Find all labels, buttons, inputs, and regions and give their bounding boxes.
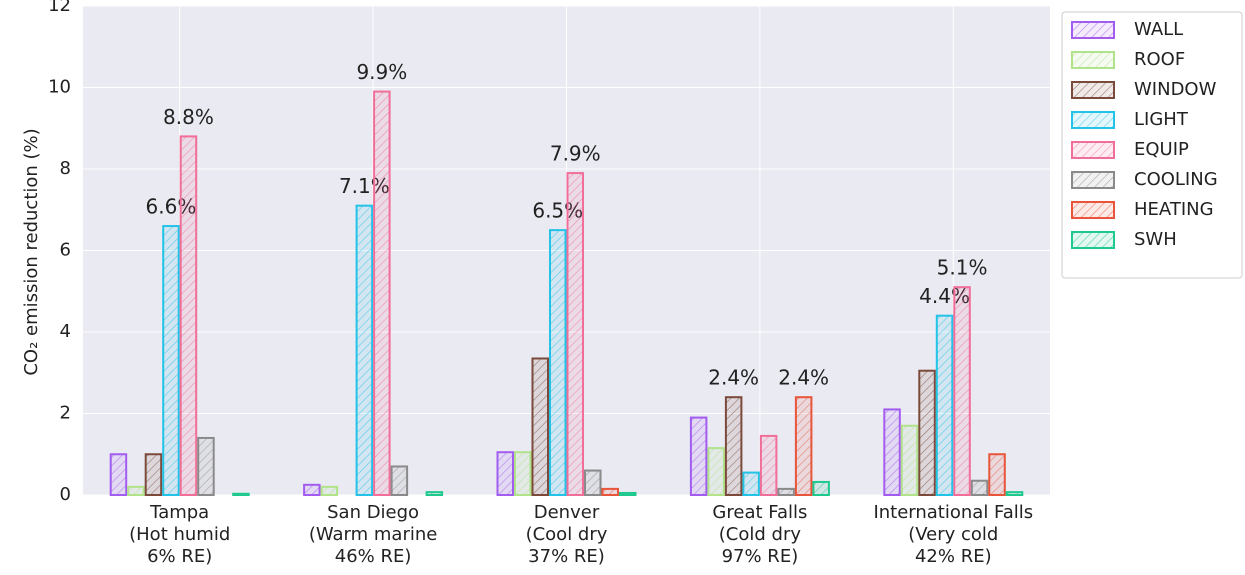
bar [935, 314, 954, 497]
bar [144, 453, 163, 496]
legend-swatch [1071, 141, 1115, 159]
legend-swatch [1071, 51, 1115, 69]
value-label: 2.4% [708, 366, 759, 390]
legend-swatch [1071, 21, 1115, 39]
legend-label: SWH [1134, 229, 1177, 250]
bar [320, 485, 339, 497]
bar [584, 469, 602, 496]
x-tick-label: 97% RE) [722, 546, 799, 567]
value-label: 7.9% [550, 142, 601, 166]
bar [1005, 491, 1024, 496]
bar [601, 487, 619, 497]
x-tick-label: Tampa [149, 502, 209, 523]
bar [566, 172, 584, 496]
x-tick-label: 37% RE) [528, 546, 605, 567]
x-tick-label: Great Falls [712, 502, 807, 523]
bar [707, 447, 725, 497]
bar [232, 492, 250, 496]
bar [373, 90, 391, 496]
y-tick-label: 2 [60, 403, 71, 424]
legend-swatch [1071, 171, 1115, 189]
bar [900, 424, 919, 497]
legend-label: ROOF [1134, 49, 1185, 70]
x-tick-label: 6% RE) [147, 546, 212, 567]
bar [109, 453, 128, 496]
bar [496, 451, 514, 496]
bar [742, 471, 760, 496]
legend-label: WALL [1134, 19, 1183, 40]
y-tick-label: 4 [60, 321, 71, 342]
legend-label: LIGHT [1134, 109, 1189, 130]
value-label: 5.1% [937, 256, 988, 280]
x-tick-label: (Cool dry [526, 524, 608, 545]
value-label: 8.8% [163, 105, 214, 129]
legend-swatch [1071, 201, 1115, 219]
value-label: 9.9% [356, 60, 407, 84]
bar [689, 416, 708, 497]
x-tick-label: 42% RE) [915, 546, 992, 567]
bar [355, 204, 374, 497]
bar [794, 396, 813, 497]
legend-swatch [1071, 81, 1115, 99]
x-tick-label: (Hot humid [129, 524, 230, 545]
bar [127, 485, 145, 497]
x-tick-label: International Falls [873, 502, 1033, 523]
bar [549, 229, 567, 496]
y-tick-label: 6 [60, 240, 71, 261]
bar [953, 286, 971, 496]
legend-label: COOLING [1134, 169, 1218, 190]
bar [724, 396, 743, 497]
bar [162, 225, 180, 497]
bar [812, 480, 830, 496]
legend-label: HEATING [1134, 199, 1214, 220]
x-tick-label: San Diego [327, 502, 419, 523]
bar [759, 434, 778, 497]
x-tick-label: (Very cold [908, 524, 998, 545]
bar [390, 465, 409, 497]
x-tick-label: Denver [534, 502, 600, 523]
bar [303, 483, 321, 496]
bar [918, 369, 936, 496]
bar [425, 491, 444, 496]
y-tick-label: 0 [60, 484, 71, 505]
bar [988, 453, 1006, 496]
x-tick-label: (Warm marine [309, 524, 438, 545]
y-tick-label: 10 [48, 77, 71, 98]
value-label: 2.4% [778, 366, 829, 390]
legend-swatch [1071, 111, 1115, 129]
bar [531, 357, 549, 496]
bar [619, 491, 637, 496]
y-tick-label: 12 [48, 0, 71, 16]
y-tick-label: 8 [60, 158, 71, 179]
x-tick-label: (Cold dry [719, 524, 802, 545]
bar [883, 408, 901, 496]
bar [970, 479, 989, 496]
legend-label: WINDOW [1134, 79, 1217, 100]
bar [514, 451, 532, 496]
bar [179, 135, 198, 496]
bar [777, 487, 795, 497]
x-tick-label: 46% RE) [335, 546, 412, 567]
legend-swatch [1071, 231, 1115, 249]
y-axis-label: CO₂ emission reduction (%) [21, 128, 42, 375]
legend-label: EQUIP [1134, 139, 1189, 160]
bar [197, 436, 215, 497]
